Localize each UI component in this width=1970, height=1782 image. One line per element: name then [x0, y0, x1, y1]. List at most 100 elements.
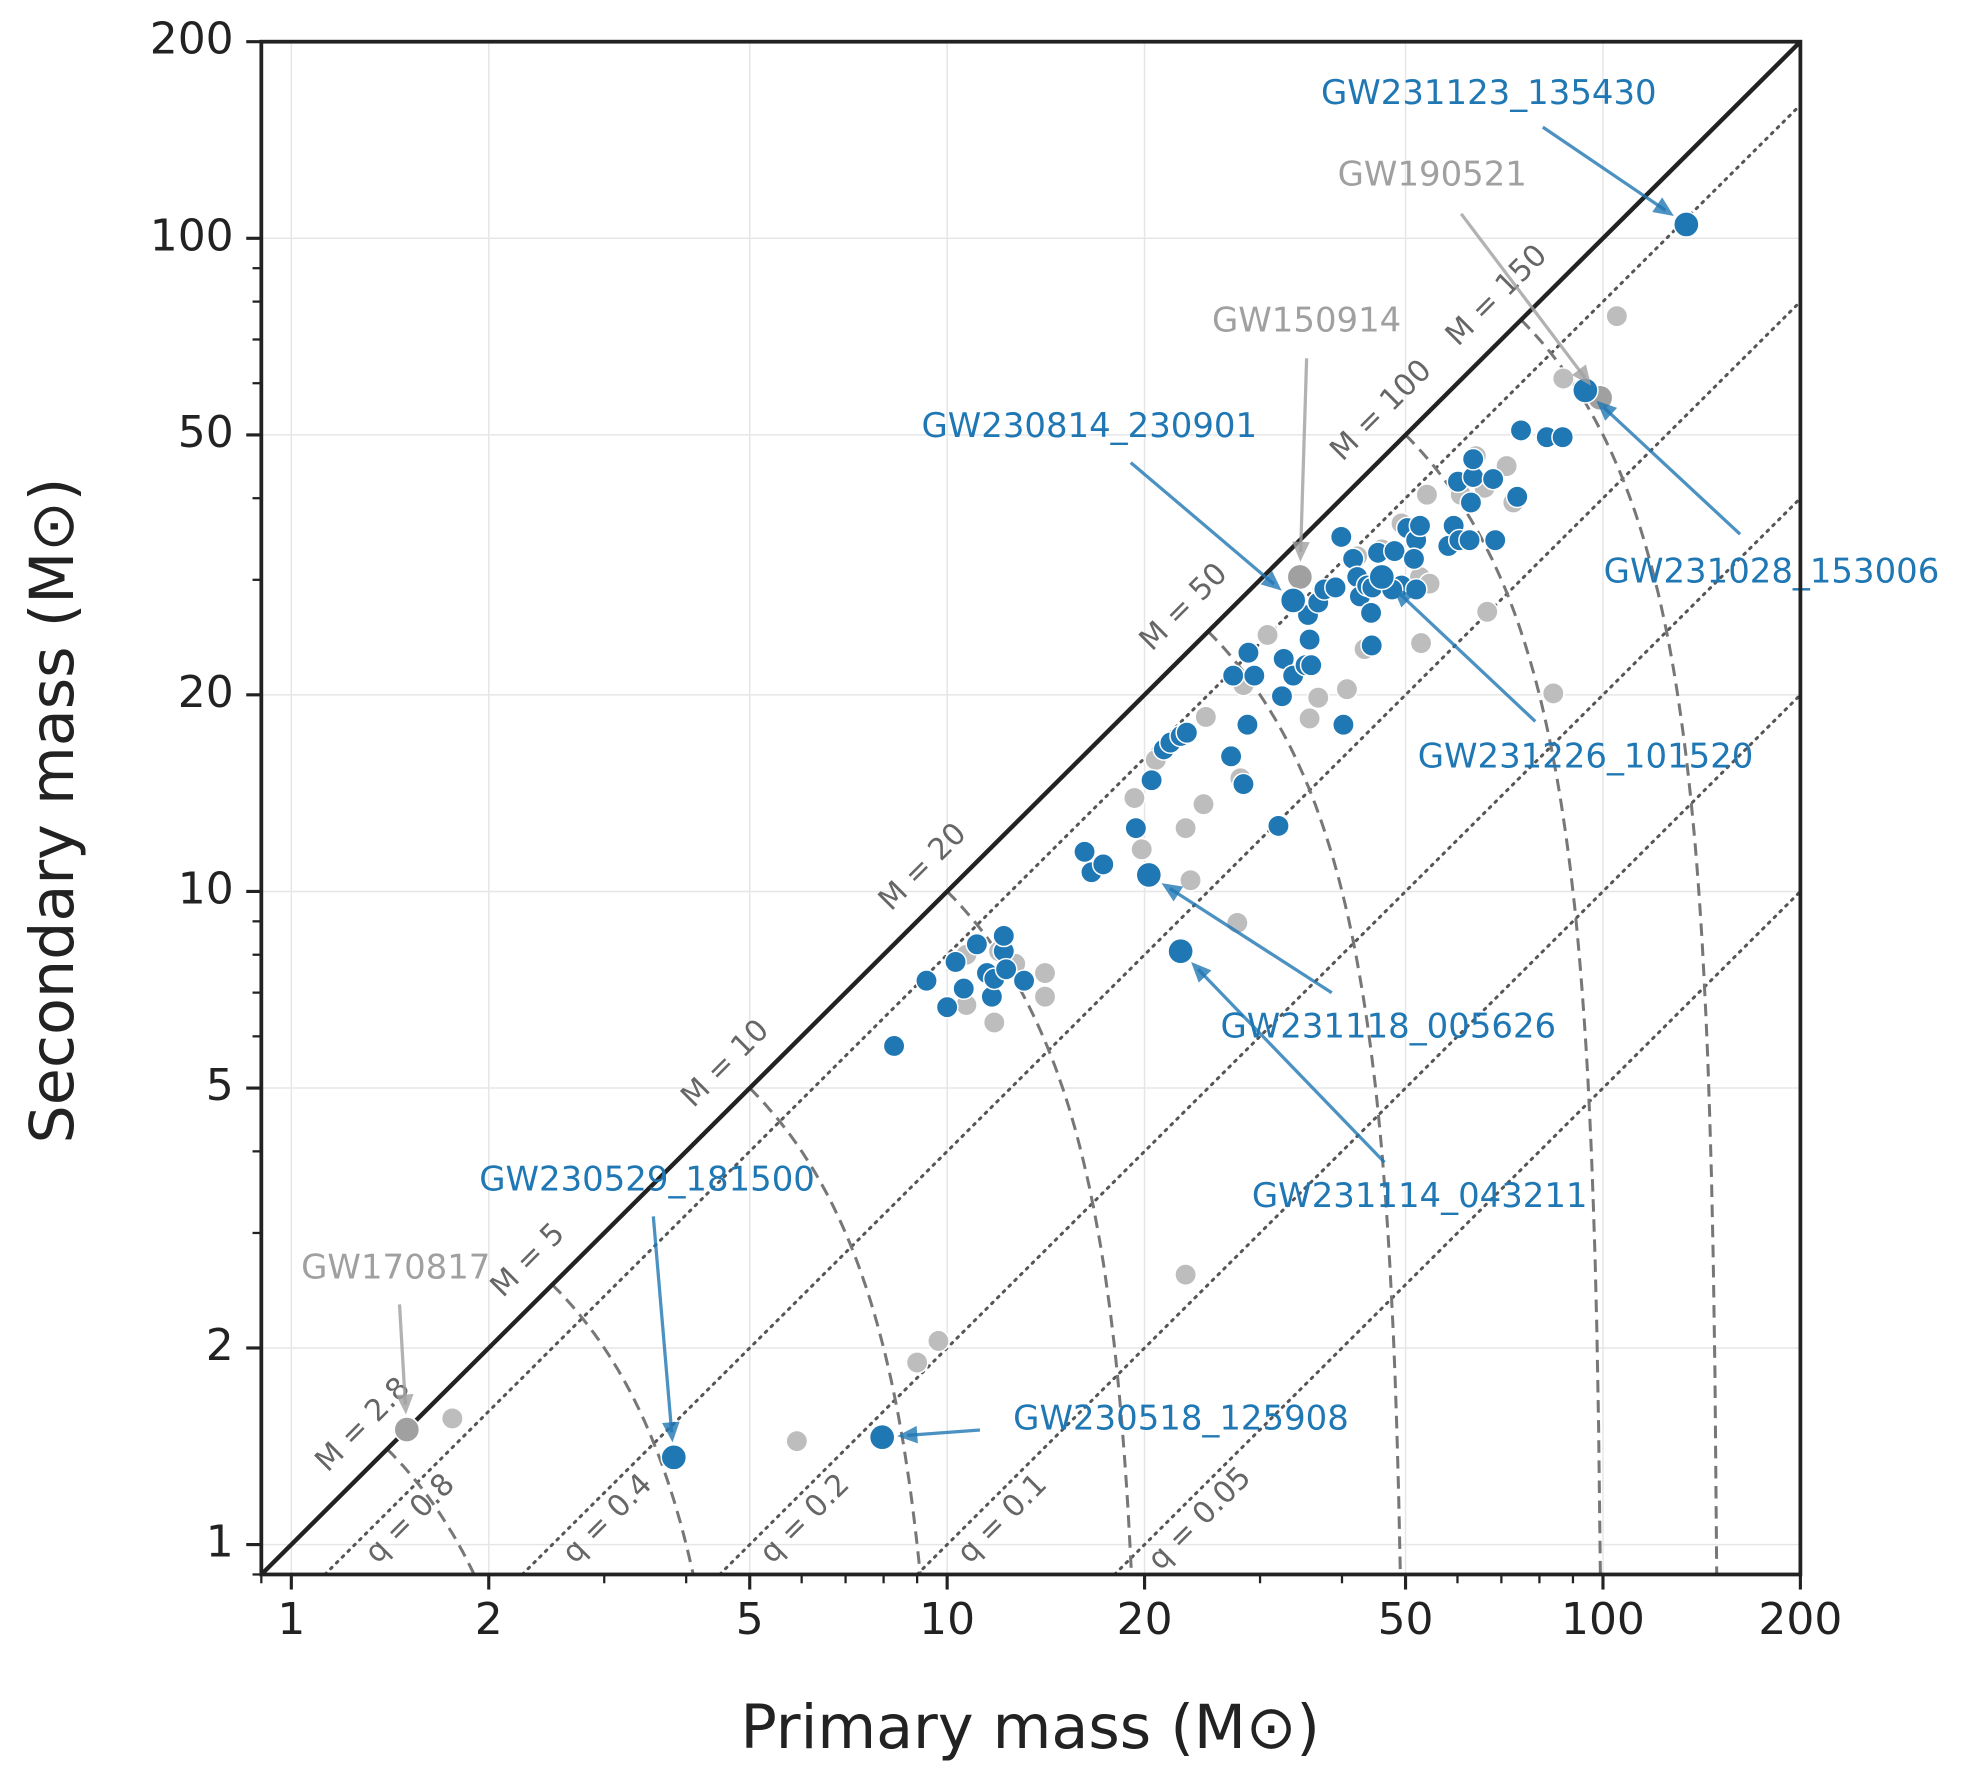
annotation-arrow: [1299, 358, 1309, 552]
data-point: [1194, 705, 1218, 729]
x-tick-label: 1: [277, 1594, 305, 1645]
data-point: [1122, 786, 1146, 810]
data-point: [1135, 861, 1163, 889]
mass-ratio-line: [323, 103, 1801, 1575]
y-tick-label: 2: [206, 1320, 234, 1371]
data-point: [1415, 483, 1439, 507]
data-point: [1383, 539, 1406, 563]
annotation-label: GW190521: [1338, 155, 1527, 194]
total-mass-label: M = 20: [872, 816, 974, 918]
y-tick-label: 1: [206, 1517, 234, 1568]
x-tick-label: 5: [736, 1594, 764, 1645]
data-point: [785, 1429, 809, 1453]
y-axis-label: Secondary mass (M⊙): [18, 478, 88, 1144]
data-point: [1012, 969, 1036, 993]
data-point: [1124, 816, 1148, 840]
annotation-arrowhead: [1260, 570, 1282, 591]
annotation-label: GW231028_153006: [1604, 552, 1940, 591]
x-tick-label: 20: [1117, 1594, 1173, 1645]
annotation-arrowhead: [1596, 400, 1618, 421]
data-point: [440, 1407, 464, 1430]
annotation-label: GW150914: [1212, 300, 1401, 339]
data-point: [1329, 525, 1353, 549]
y-tick-label: 50: [178, 407, 234, 458]
data-point: [1335, 677, 1359, 701]
total-mass-curve: [1519, 318, 1719, 1575]
total-mass-curve: [386, 1448, 476, 1575]
data-point: [965, 932, 989, 956]
total-mass-curve: [1404, 433, 1602, 1575]
annotation-label: GW231118_005626: [1220, 1006, 1556, 1045]
x-tick-label: 200: [1758, 1594, 1842, 1645]
data-point: [1033, 985, 1057, 1009]
x-axis-label: Primary mass (M⊙): [741, 1693, 1320, 1763]
annotation-label: GW231226_101520: [1418, 736, 1754, 775]
data-point: [905, 1351, 929, 1374]
data-point: [1509, 418, 1533, 442]
data-point: [1331, 713, 1355, 737]
annotation-arrowhead: [662, 1421, 680, 1443]
annotation-arrowhead: [1652, 197, 1674, 217]
data-point: [1236, 641, 1260, 665]
data-point: [1299, 653, 1323, 677]
x-tick-label: 2: [475, 1594, 503, 1645]
annotation-arrowhead: [395, 1393, 414, 1415]
total-mass-curve: [946, 890, 1133, 1575]
mass-ratio-label: q = 0.4: [556, 1467, 660, 1571]
annotation-arrowhead: [1292, 541, 1310, 562]
y-tick-label: 100: [150, 210, 234, 261]
data-point: [1408, 514, 1432, 538]
annotation-arrow: [1129, 461, 1276, 586]
annotation-arrowhead: [1392, 587, 1414, 608]
x-tick-label: 50: [1378, 1594, 1434, 1645]
data-point: [1073, 840, 1096, 864]
data-point: [393, 1416, 421, 1443]
data-point: [1368, 563, 1396, 591]
data-point: [868, 1423, 896, 1451]
mass-ratio-line: [718, 496, 1801, 1575]
mass-ratio-line: [520, 300, 1801, 1575]
data-point: [1402, 547, 1426, 571]
equal-mass-line: [261, 41, 1801, 1575]
data-point: [1360, 634, 1384, 657]
data-point: [935, 995, 959, 1019]
data-point: [1286, 563, 1314, 591]
data-point: [1174, 1263, 1198, 1287]
data-point: [882, 1034, 906, 1058]
data-point: [1306, 686, 1330, 710]
x-tick-label: 10: [919, 1594, 975, 1645]
data-point: [1140, 768, 1164, 792]
annotation-label: GW231114_043211: [1252, 1176, 1588, 1215]
mass-ratio-label: q = 0.2: [753, 1467, 857, 1571]
data-point: [1458, 528, 1481, 552]
mass-ratio-line: [1113, 889, 1801, 1575]
annotation-label: GW170817: [301, 1248, 490, 1287]
data-point: [1267, 814, 1290, 838]
data-point: [1192, 792, 1215, 816]
data-point: [944, 950, 968, 974]
data-point: [1175, 721, 1199, 745]
data-point: [1298, 707, 1322, 730]
mass-ratio-label: q = 0.05: [1141, 1460, 1258, 1577]
data-point: [1483, 528, 1507, 552]
annotation-arrowhead: [1571, 364, 1592, 386]
y-tick-label: 20: [178, 667, 234, 718]
annotation-arrow: [1398, 593, 1537, 723]
data-point: [992, 924, 1016, 948]
data-point: [982, 1011, 1006, 1034]
annotation-arrowhead: [1161, 883, 1184, 902]
data-point: [952, 977, 976, 1001]
data-point: [1673, 211, 1700, 238]
data-point: [1461, 447, 1485, 471]
data-point: [1605, 304, 1629, 328]
annotation-label: GW230518_125908: [1013, 1398, 1349, 1437]
total-mass-label: M = 50: [1133, 556, 1235, 658]
annotation-arrow: [1541, 125, 1667, 212]
data-point: [660, 1444, 688, 1471]
data-point: [1256, 623, 1279, 647]
annotation-arrowhead: [1191, 962, 1212, 983]
y-tick-label: 10: [178, 863, 234, 914]
mass-ratio-label: q = 0.8: [358, 1467, 462, 1571]
annotation-arrow: [1602, 406, 1742, 536]
